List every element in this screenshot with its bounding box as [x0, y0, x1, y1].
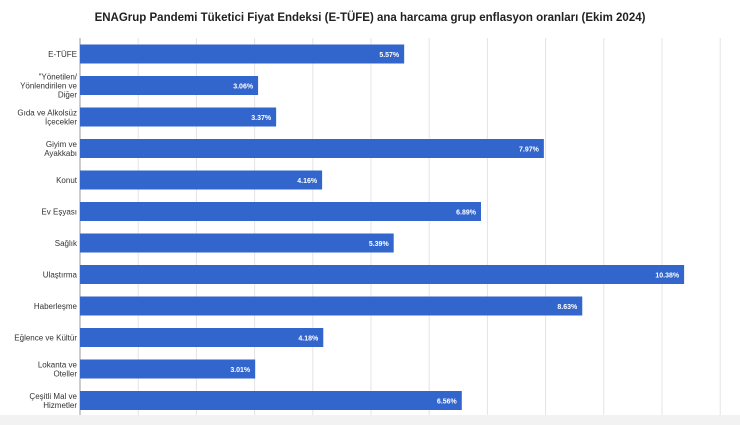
- category-label: Ulaştırma: [43, 271, 78, 280]
- data-label: 4.16%: [297, 178, 318, 185]
- category-label: Çeşitli Mal ve Hizmetler: [29, 392, 77, 410]
- bar: [80, 76, 259, 95]
- data-label: 10.38%: [655, 273, 680, 280]
- category-label: Konut: [56, 176, 78, 185]
- bar: [80, 44, 405, 64]
- category-label: Ev Eşyası: [41, 208, 77, 217]
- category-label: E-TÜFE: [48, 50, 77, 59]
- data-label: 3.01%: [230, 367, 251, 374]
- bar: [80, 265, 685, 284]
- category-label: Lokanta ve Oteller: [38, 361, 78, 379]
- bar: [80, 170, 323, 190]
- data-label: 4.18%: [298, 336, 319, 343]
- chart-footer-strip: [0, 415, 740, 425]
- category-label: Eğlence ve Kültür: [14, 334, 77, 343]
- bar: [80, 107, 277, 127]
- data-label: 7.97%: [519, 147, 540, 154]
- bar: [80, 359, 256, 379]
- data-label: 8.63%: [557, 304, 578, 311]
- bar: [80, 296, 583, 316]
- bar: [80, 328, 324, 347]
- category-label: "Yönetilen/Yönlendirilen ve Diğer: [20, 73, 78, 100]
- data-label: 5.57%: [379, 52, 400, 59]
- bar: [80, 391, 462, 410]
- category-label: Sağlık: [55, 239, 78, 248]
- category-label: Gıda ve Alkolsüz İçecekler: [17, 109, 77, 127]
- data-label: 3.37%: [251, 115, 272, 122]
- bar: [80, 233, 394, 253]
- category-label: Giyim ve Ayakkabı: [44, 140, 77, 158]
- data-label: 6.89%: [456, 210, 477, 217]
- data-label: 6.56%: [437, 399, 458, 406]
- bar: [80, 139, 544, 158]
- category-label: Haberleşme: [34, 302, 78, 311]
- chart-title: ENAGrup Pandemi Tüketici Fiyat Endeksi (…: [94, 12, 646, 24]
- bar: [80, 202, 481, 221]
- data-label: 5.39%: [369, 241, 390, 248]
- data-label: 3.06%: [233, 84, 254, 91]
